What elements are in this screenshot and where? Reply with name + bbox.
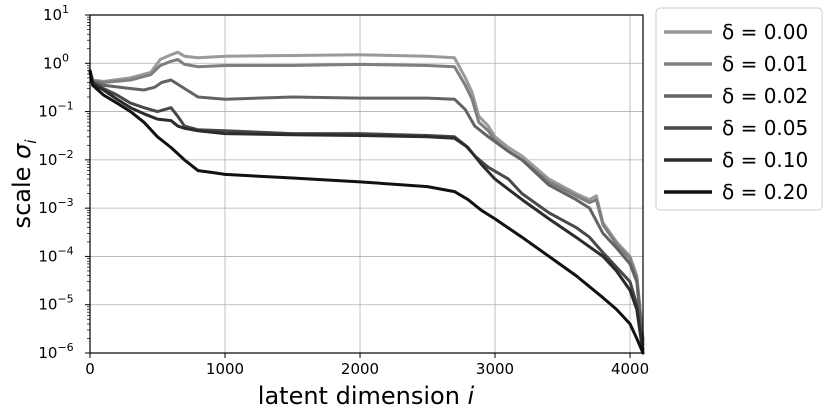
y-tick-exponent: −3	[57, 196, 73, 209]
y-tick-base: 10	[38, 199, 57, 217]
legend-label: δ = 0.10	[722, 148, 808, 172]
y-tick-exponent: −4	[57, 244, 73, 257]
y-tick-label: 10−4	[38, 244, 73, 265]
y-tick-label: 10−6	[38, 341, 73, 362]
legend-label: δ = 0.05	[722, 116, 808, 140]
y-tick-label: 10−2	[38, 148, 73, 169]
y-tick-exponent: −1	[57, 100, 73, 113]
x-axis-label-text: latent dimension	[258, 382, 460, 410]
y-tick-base: 10	[43, 6, 62, 24]
y-axis-label: scale σi	[8, 139, 40, 229]
y-tick-base: 10	[38, 296, 57, 314]
y-tick-base: 10	[38, 103, 57, 121]
y-axis-label-var: σ	[8, 143, 36, 159]
axis-ticks	[85, 14, 631, 358]
y-tick-label: 10−1	[38, 100, 73, 121]
y-tick-exponent: −6	[57, 341, 73, 354]
y-tick-label: 10−3	[38, 196, 73, 217]
legend-label: δ = 0.00	[722, 20, 808, 44]
series-line	[88, 69, 645, 355]
x-tick-label: 0	[85, 360, 95, 378]
legend-label: δ = 0.01	[722, 52, 808, 76]
y-tick-label: 10−5	[38, 293, 73, 314]
series-line	[88, 50, 645, 340]
y-tick-label: 101	[43, 3, 69, 24]
axis-tick-labels: 0 1000 2000 3000 400010−610−510−410−310−210−…	[38, 3, 649, 378]
y-tick-base: 10	[38, 151, 57, 169]
y-tick-exponent: 0	[62, 51, 69, 64]
y-tick-exponent: −5	[57, 293, 73, 306]
y-tick-exponent: 1	[62, 3, 69, 16]
series-line	[88, 69, 645, 351]
y-tick-base: 10	[43, 54, 62, 72]
x-tick-label: 1000	[206, 360, 244, 378]
legend-label: δ = 0.02	[722, 84, 808, 108]
y-axis-label-text: scale	[8, 167, 36, 229]
y-axis-label-sub: i	[22, 139, 40, 144]
y-tick-exponent: −2	[57, 148, 73, 161]
y-tick-base: 10	[38, 344, 57, 362]
series-line	[88, 69, 645, 346]
x-tick-label: 2000	[341, 360, 379, 378]
x-axis-label: latent dimension i	[258, 382, 475, 410]
series-line	[88, 58, 645, 343]
legend-label: δ = 0.20	[722, 180, 808, 204]
series-line	[88, 69, 645, 355]
y-tick-base: 10	[38, 247, 57, 265]
y-tick-label: 100	[43, 51, 69, 72]
legend: δ = 0.00 δ = 0.01 δ = 0.02 δ = 0.05 δ = 0.10…	[655, 7, 823, 211]
plot-frame	[89, 14, 644, 354]
x-tick-label: 3000	[476, 360, 514, 378]
series-lines	[88, 50, 645, 355]
x-axis-label-var: i	[468, 382, 475, 410]
x-tick-label: 4000	[611, 360, 649, 378]
